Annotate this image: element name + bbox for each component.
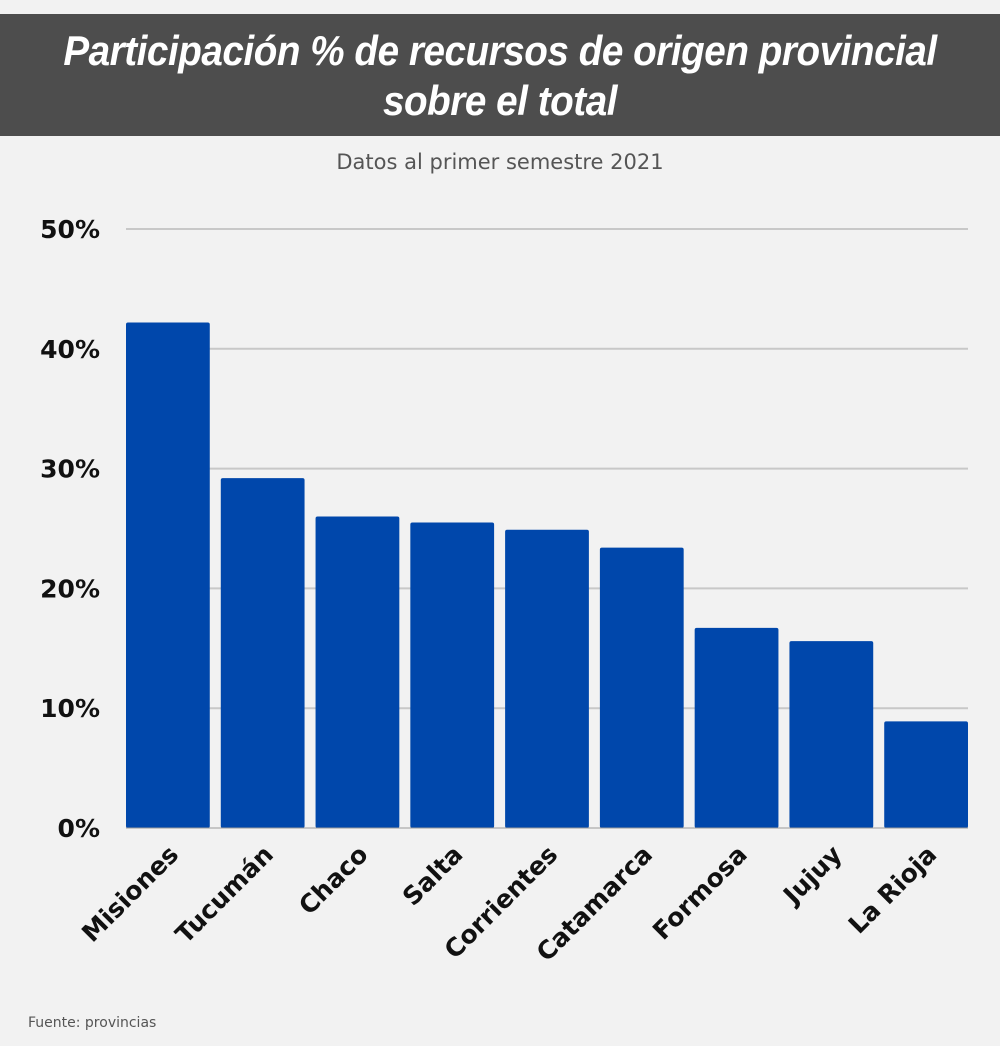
x-tick-label: Formosa [647, 840, 753, 946]
x-tick-label: Chaco [293, 840, 374, 921]
bar-corrientes [505, 529, 589, 828]
x-tick-label: Salta [397, 840, 469, 912]
chart-subtitle: Datos al primer semestre 2021 [336, 150, 664, 174]
x-tick-label: Misiones [76, 840, 184, 948]
x-tick-label: La Rioja [843, 840, 943, 940]
chart-title: Participación % de recursos de origen pr… [63, 27, 937, 124]
bar-la-rioja [884, 721, 968, 828]
y-tick-label: 30% [40, 455, 100, 484]
bar-formosa [694, 627, 779, 828]
y-tick-label: 20% [40, 574, 100, 603]
y-tick-label: 0% [58, 814, 100, 843]
y-tick-label: 50% [40, 215, 100, 244]
bar-salta [410, 522, 495, 828]
bar-chaco [315, 516, 400, 828]
bar-tucumán [220, 478, 305, 828]
source-note: Fuente: provincias [28, 1015, 157, 1031]
bar-jujuy [789, 641, 874, 828]
x-tick-label: Jujuy [776, 840, 847, 911]
title-banner: Participación % de recursos de origen pr… [0, 14, 1000, 136]
x-tick-label: Tucumán [170, 840, 279, 949]
bar-misiones [126, 322, 210, 828]
y-tick-label: 10% [40, 694, 100, 723]
y-tick-label: 40% [40, 335, 100, 364]
bar-catamarca [599, 547, 684, 828]
